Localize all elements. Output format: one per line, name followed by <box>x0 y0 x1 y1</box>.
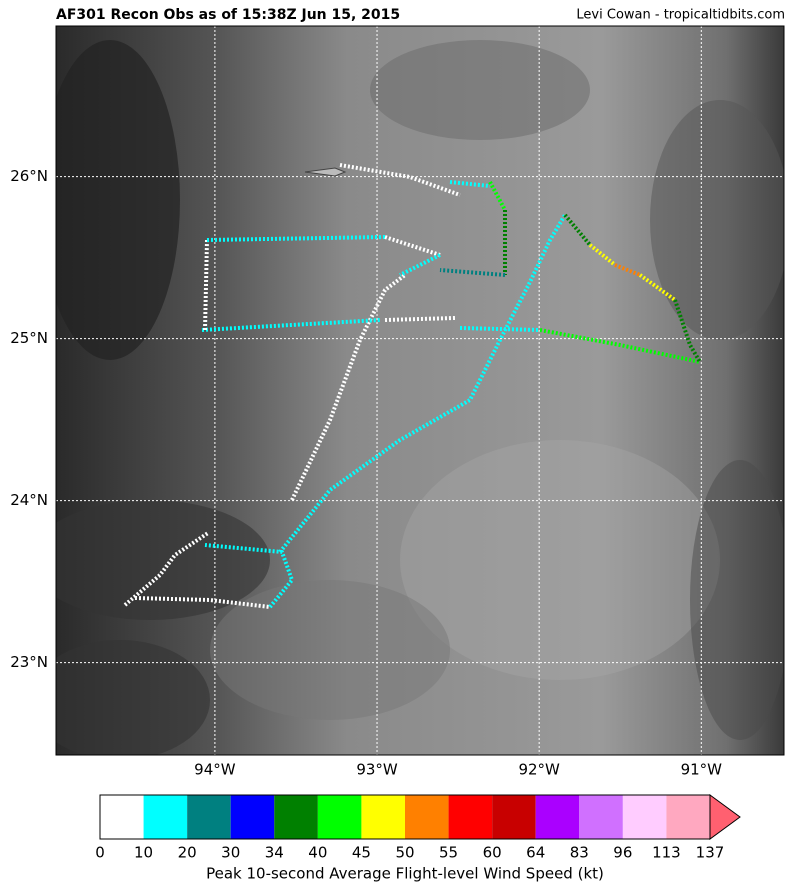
y-tick-label: 23°N <box>10 653 48 671</box>
track-segment <box>488 181 507 211</box>
colorbar-box <box>405 795 449 839</box>
x-tick-label: 92°W <box>518 761 560 779</box>
satellite-image <box>56 26 784 755</box>
colorbar-tick-label: 137 <box>696 844 725 862</box>
colorbar-tick-label: 55 <box>439 844 458 862</box>
y-tick-label: 26°N <box>10 167 48 185</box>
colorbar-label: Peak 10-second Average Flight-level Wind… <box>206 865 604 883</box>
colorbar-box <box>274 795 318 839</box>
track-segment <box>203 239 209 331</box>
colorbar-box <box>143 795 188 839</box>
colorbar-tick-label: 96 <box>613 844 632 862</box>
colorbar-box <box>666 795 710 839</box>
aircraft-icon <box>304 167 347 177</box>
colorbar-box <box>361 795 405 839</box>
track-segment <box>588 243 617 267</box>
title: AF301 Recon Obs as of 15:38Z Jun 15, 201… <box>56 7 400 23</box>
track-segment <box>539 328 701 364</box>
x-tick-label: 93°W <box>356 761 398 779</box>
y-tick-label: 24°N <box>10 491 48 509</box>
colorbar-tick-label: 50 <box>395 844 414 862</box>
flight-track <box>123 163 702 609</box>
colorbar: 0 10 20 30 34 40 45 50 55 60 64 83 96 113 137 Peak 10-s… <box>95 794 741 883</box>
colorbar-tick-label: 40 <box>308 844 327 862</box>
track-segment <box>638 273 677 302</box>
colorbar-tick-label: 34 <box>265 844 284 862</box>
track-segment <box>614 263 641 277</box>
track-segment <box>399 253 441 277</box>
track-segment <box>439 268 506 277</box>
colorbar-tick-label: 0 <box>95 844 105 862</box>
track-segment <box>278 213 567 554</box>
track-segment <box>449 180 491 188</box>
colorbar-tick-label: 30 <box>221 844 240 862</box>
colorbar-tick-label: 113 <box>652 844 681 862</box>
colorbar-tick-label: 83 <box>570 844 589 862</box>
graticule <box>56 26 784 755</box>
track-segment <box>384 235 441 257</box>
colorbar-tick-label: 64 <box>526 844 545 862</box>
colorbar-box <box>492 795 536 839</box>
credit: Levi Cowan - tropicaltidbits.com <box>576 8 785 23</box>
colorbar-tick-label: 45 <box>352 844 371 862</box>
track-segment <box>673 299 702 364</box>
track-segment <box>134 596 271 609</box>
colorbar-tick-label: 20 <box>178 844 197 862</box>
colorbar-box <box>100 795 144 839</box>
x-tick-label: 94°W <box>194 761 236 779</box>
colorbar-box <box>187 795 231 839</box>
colorbar-tick-label: 10 <box>134 844 153 862</box>
track-segment <box>459 326 541 332</box>
map-frame <box>55 25 785 756</box>
track-segment <box>204 543 294 609</box>
colorbar-extension <box>709 794 741 840</box>
colorbar-box <box>535 795 580 839</box>
colorbar-frame <box>99 794 711 840</box>
colorbar-tick-label: 60 <box>483 844 502 862</box>
colorbar-box <box>317 795 362 839</box>
track-segment <box>563 213 592 247</box>
colorbar-box <box>579 795 623 839</box>
colorbar-box <box>448 795 493 839</box>
colorbar-box <box>230 795 275 839</box>
track-segment <box>201 318 381 332</box>
colorbar-box <box>622 795 667 839</box>
track-segment <box>206 235 386 242</box>
x-tick-label: 91°W <box>681 761 723 779</box>
y-tick-label: 25°N <box>10 329 48 347</box>
